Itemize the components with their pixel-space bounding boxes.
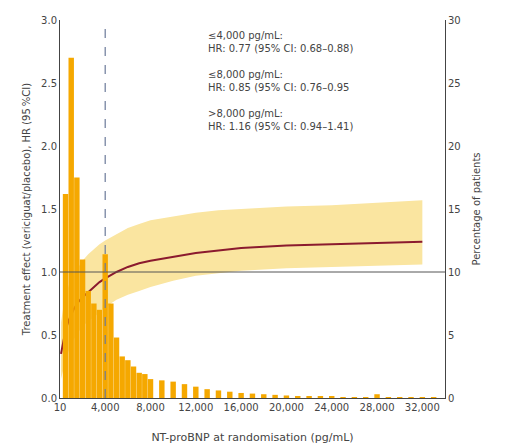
svg-text:3.0: 3.0 <box>41 15 57 26</box>
svg-text:16,000: 16,000 <box>224 402 259 413</box>
svg-text:≤4,000 pg/mL:HR: 0.77 (95% CI:: ≤4,000 pg/mL:HR: 0.77 (95% CI: 0.68–0.88… <box>208 30 353 132</box>
svg-text:1.5: 1.5 <box>41 204 57 215</box>
svg-text:15: 15 <box>448 204 461 215</box>
svg-text:2.0: 2.0 <box>41 141 57 152</box>
svg-text:1.0: 1.0 <box>41 267 57 278</box>
svg-text:NT-proBNP at randomisation (pg: NT-proBNP at randomisation (pg/mL) <box>151 431 353 444</box>
svg-text:25: 25 <box>448 78 461 89</box>
svg-text:2.5: 2.5 <box>41 78 57 89</box>
svg-text:10: 10 <box>54 402 67 413</box>
svg-text:0: 0 <box>448 393 454 404</box>
svg-text:20,000: 20,000 <box>269 402 304 413</box>
svg-text:12,000: 12,000 <box>178 402 213 413</box>
svg-text:32,000: 32,000 <box>405 402 440 413</box>
svg-text:8,000: 8,000 <box>136 402 165 413</box>
svg-text:28,000: 28,000 <box>360 402 395 413</box>
svg-text:0.5: 0.5 <box>41 330 57 341</box>
svg-text:4,000: 4,000 <box>91 402 120 413</box>
svg-text:30: 30 <box>448 15 461 26</box>
svg-text:0.0: 0.0 <box>41 393 57 404</box>
svg-text:Percentage of patients: Percentage of patients <box>471 152 482 265</box>
svg-text:5: 5 <box>448 330 454 341</box>
svg-text:Treatment effect (vericiguat/p: Treatment effect (vericiguat/placebo), H… <box>21 83 32 336</box>
svg-text:20: 20 <box>448 141 461 152</box>
svg-text:10: 10 <box>448 267 461 278</box>
svg-text:24,000: 24,000 <box>314 402 349 413</box>
